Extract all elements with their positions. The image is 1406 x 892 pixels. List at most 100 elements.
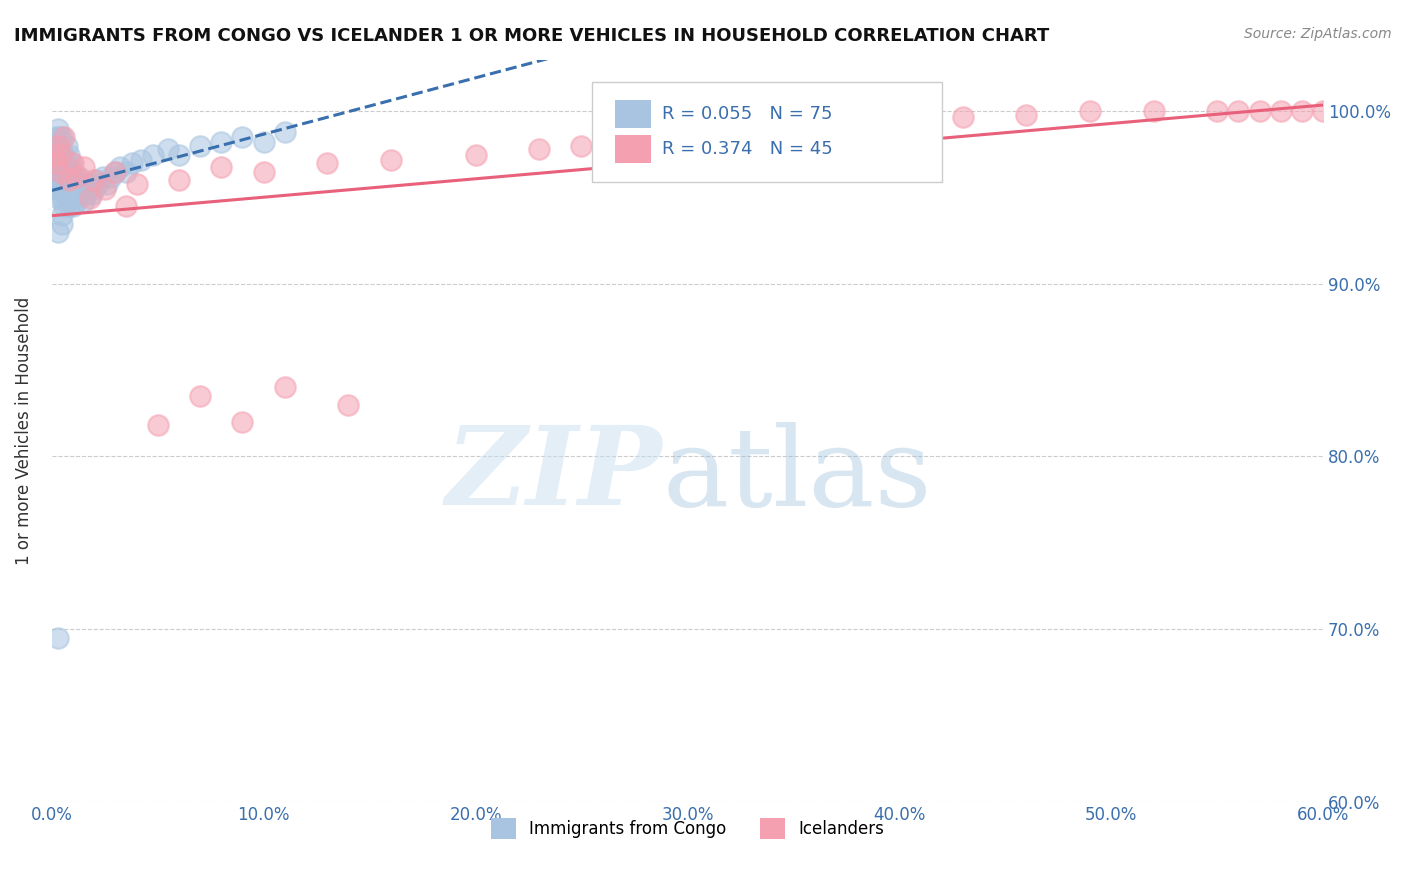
- Point: [63, 191, 86, 205]
- Point: [42, 173, 65, 187]
- Point: [157, 142, 180, 156]
- Point: [62, 156, 84, 170]
- Point: [46, 139, 69, 153]
- Point: [1227, 104, 1250, 119]
- Point: [129, 153, 152, 167]
- Legend: Immigrants from Congo, Icelanders: Immigrants from Congo, Icelanders: [484, 812, 890, 846]
- Point: [121, 156, 143, 170]
- Point: [58, 182, 80, 196]
- FancyBboxPatch shape: [614, 136, 651, 163]
- Point: [83, 173, 105, 187]
- FancyBboxPatch shape: [592, 82, 942, 182]
- Y-axis label: 1 or more Vehicles in Household: 1 or more Vehicles in Household: [15, 296, 32, 565]
- Point: [188, 389, 211, 403]
- FancyBboxPatch shape: [614, 100, 651, 128]
- Point: [1249, 104, 1271, 119]
- Point: [46, 225, 69, 239]
- Point: [84, 173, 107, 187]
- Point: [115, 165, 138, 179]
- Point: [51, 130, 73, 145]
- Point: [108, 160, 131, 174]
- Text: ZIP: ZIP: [446, 421, 662, 529]
- Point: [55, 191, 77, 205]
- Point: [1078, 104, 1101, 119]
- Text: IMMIGRANTS FROM CONGO VS ICELANDER 1 OR MORE VEHICLES IN HOUSEHOLD CORRELATION C: IMMIGRANTS FROM CONGO VS ICELANDER 1 OR …: [14, 27, 1049, 45]
- Point: [53, 182, 76, 196]
- Point: [79, 191, 101, 205]
- Point: [51, 147, 73, 161]
- Point: [62, 182, 84, 196]
- Point: [53, 147, 76, 161]
- Point: [58, 147, 80, 161]
- Point: [146, 418, 169, 433]
- Point: [51, 147, 73, 161]
- Point: [93, 182, 115, 196]
- Point: [79, 177, 101, 191]
- Point: [45, 130, 67, 145]
- Point: [209, 136, 232, 150]
- Point: [104, 165, 127, 179]
- Point: [59, 156, 82, 170]
- Point: [125, 177, 148, 191]
- Point: [72, 160, 94, 174]
- Point: [51, 208, 73, 222]
- Point: [231, 130, 253, 145]
- Point: [167, 147, 190, 161]
- Point: [55, 139, 77, 153]
- Point: [58, 165, 80, 179]
- Point: [209, 160, 232, 174]
- Point: [889, 113, 911, 128]
- Point: [46, 191, 69, 205]
- Point: [740, 121, 762, 136]
- Point: [83, 182, 105, 196]
- Point: [55, 156, 77, 170]
- Point: [188, 139, 211, 153]
- Point: [464, 147, 486, 161]
- Point: [46, 121, 69, 136]
- Point: [67, 187, 90, 202]
- Point: [42, 139, 65, 153]
- Point: [67, 169, 90, 184]
- Point: [115, 199, 138, 213]
- Point: [952, 110, 974, 124]
- Point: [66, 177, 89, 191]
- Point: [1206, 104, 1229, 119]
- Point: [58, 199, 80, 213]
- Point: [80, 187, 103, 202]
- Text: Source: ZipAtlas.com: Source: ZipAtlas.com: [1244, 27, 1392, 41]
- Point: [76, 182, 98, 196]
- Point: [96, 177, 118, 191]
- Point: [45, 182, 67, 196]
- Point: [380, 153, 402, 167]
- Point: [55, 173, 77, 187]
- Point: [51, 156, 73, 170]
- Text: R = 0.055   N = 75: R = 0.055 N = 75: [662, 104, 832, 123]
- Point: [87, 177, 110, 191]
- Point: [49, 182, 72, 196]
- Point: [46, 631, 69, 645]
- Point: [49, 130, 72, 145]
- Point: [49, 147, 72, 161]
- Point: [1142, 104, 1164, 119]
- Point: [62, 199, 84, 213]
- Point: [527, 142, 550, 156]
- Point: [1291, 104, 1313, 119]
- Point: [70, 182, 93, 196]
- Point: [274, 125, 297, 139]
- Point: [100, 169, 122, 184]
- Point: [75, 187, 97, 202]
- Point: [66, 194, 89, 208]
- Point: [104, 165, 127, 179]
- Point: [59, 173, 82, 187]
- Point: [53, 130, 76, 145]
- Point: [676, 125, 699, 139]
- Point: [72, 177, 94, 191]
- Point: [1015, 108, 1038, 122]
- Point: [42, 147, 65, 161]
- Point: [58, 173, 80, 187]
- Point: [45, 165, 67, 179]
- Point: [72, 194, 94, 208]
- Point: [53, 199, 76, 213]
- Point: [62, 165, 84, 179]
- Point: [253, 136, 276, 150]
